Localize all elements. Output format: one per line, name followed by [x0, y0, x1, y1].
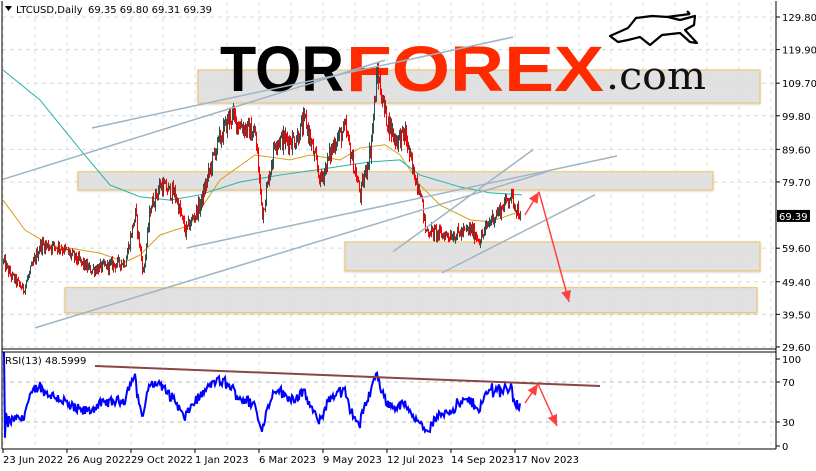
date-tick-label: 9 May 2023 — [323, 455, 382, 466]
date-tick-label: 6 Mar 2023 — [259, 455, 316, 466]
rsi-tick-label: 100 — [782, 355, 801, 366]
date-tick-label: 26 Aug 2022 — [67, 455, 131, 466]
rsi-line — [3, 352, 521, 438]
rsi-forecast-arrow-head — [527, 384, 538, 396]
date-tick-label: 1 Jan 2023 — [195, 455, 249, 466]
bull-icon — [608, 10, 699, 47]
price-tick-label: 49.40 — [782, 278, 811, 289]
date-tick-label: 29 Oct 2022 — [131, 455, 193, 466]
price-tick-label: 99.80 — [782, 112, 811, 123]
date-tick-label: 17 Nov 2023 — [515, 455, 579, 466]
forecast-arrow-head — [561, 289, 571, 302]
last-price-label: 69.39 — [779, 212, 808, 223]
trendline — [186, 155, 618, 249]
price-tick-label: 89.60 — [782, 145, 811, 156]
trendlines — [2, 36, 618, 329]
support-resistance-zones — [64, 69, 761, 314]
trendline — [441, 194, 596, 274]
rsi-forecast-arrow-head — [547, 413, 558, 426]
rsi-tick-label: 0 — [782, 442, 788, 453]
triangle-down-icon[interactable] — [5, 6, 12, 11]
rsi-tick-label: 70 — [782, 378, 795, 389]
logo-tor: TOR — [220, 33, 344, 105]
candles — [3, 62, 521, 295]
price-tick-label: 109.70 — [782, 79, 816, 90]
price-tick-label: 119.90 — [782, 46, 816, 57]
price-zone — [197, 69, 761, 104]
trendline — [34, 171, 548, 329]
rsi-indicator — [3, 352, 601, 438]
trendline — [91, 36, 514, 129]
rsi-trendline — [94, 365, 601, 387]
date-tick-label: 23 Jun 2022 — [3, 455, 63, 466]
logo-com: .com — [606, 54, 706, 98]
chart-header: LTCUSD,Daily 69.35 69.80 69.31 69.39 — [5, 5, 212, 16]
trendline — [392, 149, 534, 253]
torforex-logo: TOR FOREX .com — [220, 10, 706, 105]
price-tick-label: 29.60 — [782, 343, 811, 354]
symbol-label: LTCUSD,Daily — [16, 5, 83, 16]
price-zone — [64, 287, 758, 314]
trendline — [2, 59, 386, 181]
rsi-tick-label: 30 — [782, 418, 795, 429]
ohlc-values: 69.35 69.80 69.31 69.39 — [88, 5, 212, 16]
date-tick-label: 14 Sep 2023 — [451, 455, 514, 466]
price-tick-label: 79.70 — [782, 178, 811, 189]
axes: 129.80 119.90 109.70 99.80 89.60 79.70 59.60 49… — [2, 13, 816, 466]
logo-forex: FOREX — [346, 33, 604, 105]
last-price-badge — [777, 209, 810, 222]
price-tick-label: 39.50 — [782, 310, 811, 321]
rsi-label: RSI(13) 48.5999 — [5, 356, 86, 367]
price-zone — [344, 241, 761, 272]
price-zone — [77, 171, 714, 191]
price-tick-label: 59.60 — [782, 244, 811, 255]
forecast-arrow-head — [529, 191, 539, 204]
date-tick-label: 12 Jul 2023 — [387, 455, 444, 466]
price-tick-label: 129.80 — [782, 13, 816, 24]
forecast-arrow — [538, 191, 570, 303]
